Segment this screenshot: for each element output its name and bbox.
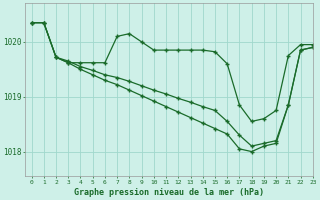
X-axis label: Graphe pression niveau de la mer (hPa): Graphe pression niveau de la mer (hPa) [74, 188, 264, 197]
